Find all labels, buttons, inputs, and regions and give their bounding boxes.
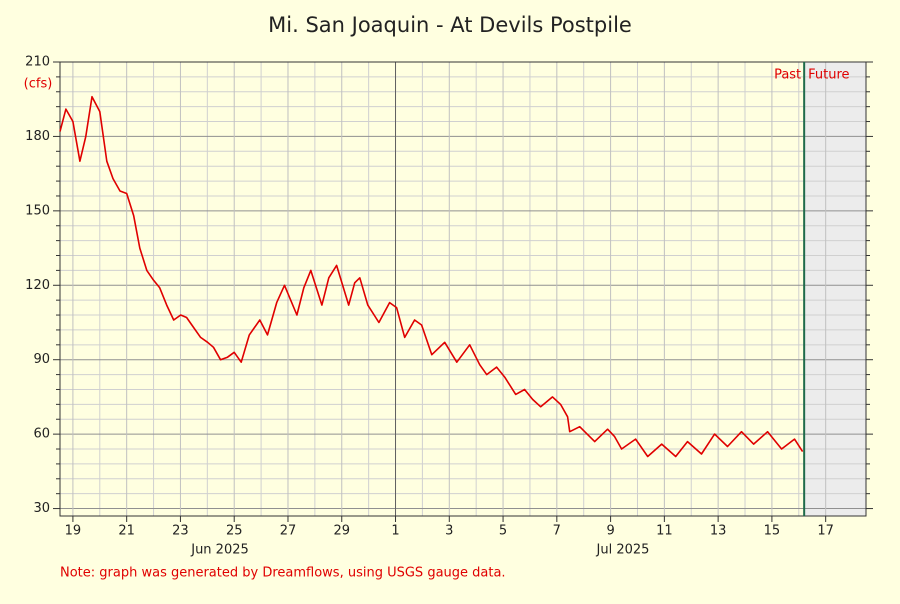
future-label: Future: [808, 68, 849, 83]
y-tick-label: 150: [25, 203, 50, 218]
plot-area: [60, 62, 866, 516]
chart-title: Mi. San Joaquin - At Devils Postpile: [268, 13, 632, 37]
y-tick-label: 60: [33, 427, 50, 442]
y-tick-label: 120: [25, 278, 50, 293]
x-tick-label: 29: [333, 524, 350, 539]
x-tick-label: 17: [817, 524, 834, 539]
flow-line: [59, 95, 804, 458]
x-tick-label: 15: [764, 524, 781, 539]
x-tick-label: 27: [280, 524, 297, 539]
y-tick-label: 180: [25, 129, 50, 144]
month-label: Jul 2025: [596, 543, 650, 558]
y-tick-label: 210: [25, 55, 50, 70]
x-tick-label: 13: [710, 524, 727, 539]
x-tick-label: 19: [65, 524, 82, 539]
x-tick-label: 5: [499, 524, 507, 539]
past-label: Past: [774, 68, 801, 83]
y-tick-label: 30: [33, 501, 50, 516]
note: Note: graph was generated by Dreamflows,…: [60, 566, 506, 581]
future-area: [804, 62, 866, 516]
y-tick-label: 90: [33, 352, 50, 367]
x-tick-label: 3: [445, 524, 453, 539]
x-tick-label: 9: [606, 524, 614, 539]
x-tick-label: 1: [391, 524, 399, 539]
x-tick-label: 11: [656, 524, 673, 539]
month-label: Jun 2025: [190, 543, 249, 558]
x-tick-label: 21: [118, 524, 135, 539]
plot-frame: [59, 61, 867, 517]
x-tick-label: 7: [553, 524, 561, 539]
x-tick-label: 23: [172, 524, 189, 539]
y-unit: (cfs): [24, 77, 53, 92]
x-tick-label: 25: [226, 524, 243, 539]
